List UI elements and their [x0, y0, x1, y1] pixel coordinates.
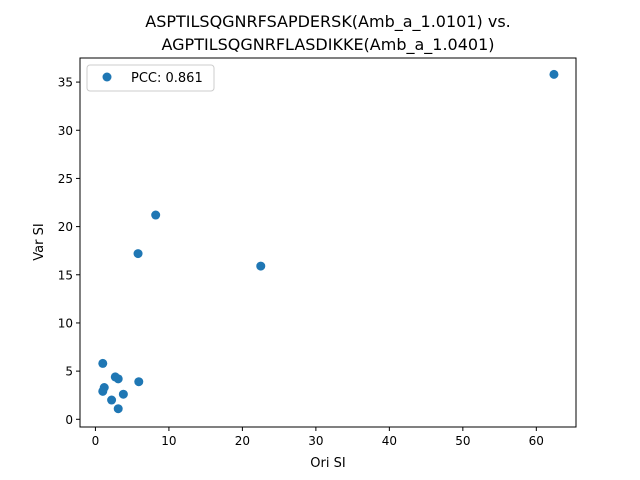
legend-label: PCC: 0.861 [131, 71, 203, 86]
data-point [113, 404, 123, 414]
x-tick-label: 40 [382, 434, 397, 448]
data-point [256, 261, 266, 271]
data-point [98, 386, 108, 396]
x-tick-label: 20 [235, 434, 250, 448]
y-tick-label: 15 [58, 268, 73, 282]
y-tick-label: 35 [58, 76, 73, 90]
data-point [549, 69, 559, 79]
plot-frame [79, 57, 577, 428]
plot-area: 0 10 20 30 40 50 60 0 5 10 15 20 25 30 35 [58, 69, 559, 448]
chart-title-line-1: ASPTILSQGNRFSAPDERSK(Amb_a_1.0101) vs. [145, 12, 511, 32]
data-point [113, 374, 123, 384]
x-axis-label: Ori SI [310, 456, 345, 471]
data-point [118, 389, 128, 399]
x-tick-label: 30 [308, 434, 323, 448]
x-tick-label: 50 [455, 434, 470, 448]
data-point [134, 377, 144, 387]
legend-marker [102, 72, 112, 82]
y-tick-label: 20 [58, 220, 73, 234]
legend-box [86, 64, 215, 92]
data-point [107, 395, 117, 405]
x-tick-label: 10 [161, 434, 176, 448]
y-tick-label: 0 [65, 413, 73, 427]
y-tick-label: 10 [58, 316, 73, 330]
data-point [151, 210, 161, 220]
data-point [133, 249, 143, 259]
legend: PCC: 0.861 [86, 64, 215, 92]
y-tick-label: 5 [65, 365, 73, 379]
chart-title-line-2: AGPTILSQGNRFLASDIKKE(Amb_a_1.0401) [161, 35, 494, 55]
x-tick-label: 0 [92, 434, 100, 448]
y-tick-label: 30 [58, 124, 73, 138]
x-tick-label: 60 [529, 434, 544, 448]
y-axis-label: Var SI [32, 223, 47, 260]
y-tick-label: 25 [58, 172, 73, 186]
data-point [98, 358, 108, 368]
